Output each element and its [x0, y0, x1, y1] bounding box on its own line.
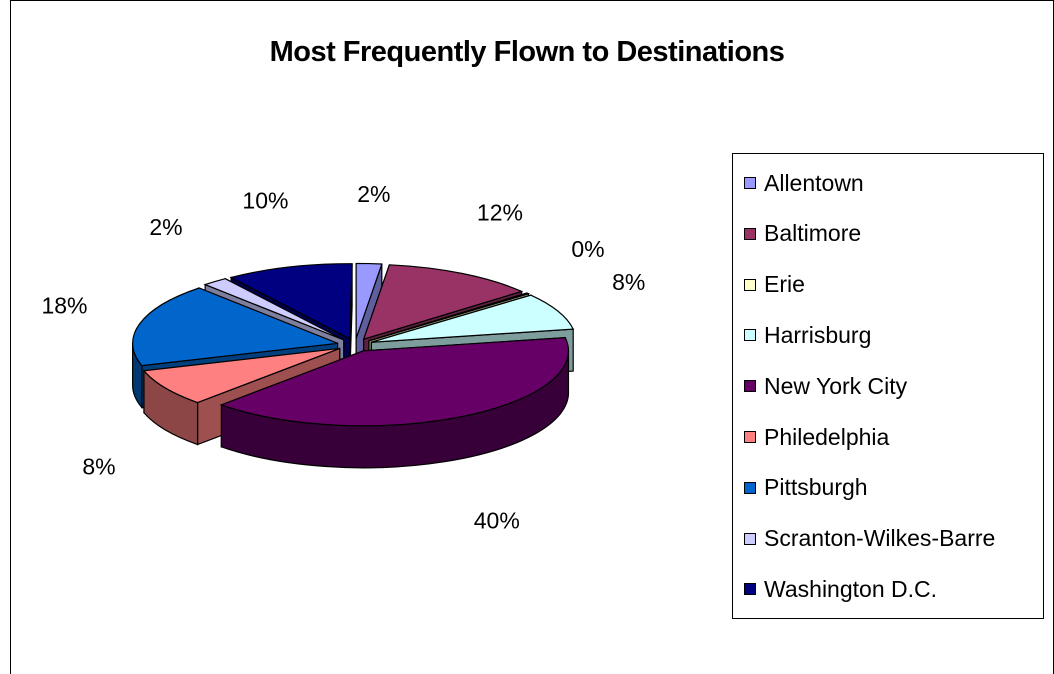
slice-erie [368, 292, 531, 342]
legend-swatch [744, 329, 756, 342]
legend-swatch [744, 481, 756, 494]
slice-harrisburg [371, 294, 575, 343]
slice-philedelphia [142, 347, 340, 404]
slice-scranton-wilkes-barre [203, 278, 344, 341]
chart-title: Most Frequently Flown to Destinations [269, 36, 785, 68]
pie-tops [132, 262, 575, 427]
legend-swatch [744, 583, 756, 596]
legend-label: Philedelphia [764, 423, 890, 450]
chart-legend: Allentown Baltimore Erie Harrisburg New York… [732, 153, 1044, 619]
data-label-harrisburg: 8% [612, 269, 645, 295]
slice-washington-d-c [229, 263, 353, 340]
legend-item-philedelphia: Philedelphia [744, 422, 889, 452]
legend-swatch [744, 431, 756, 443]
legend-swatch [744, 278, 756, 291]
legend-label: Baltimore [764, 220, 862, 247]
slice-baltimore [362, 264, 524, 341]
legend-item-erie: Erie [744, 270, 805, 300]
legend-label: New York City [764, 372, 908, 399]
legend-item-scranton-wilkes-barre: Scranton-Wilkes-Barre [744, 524, 995, 554]
legend-item-pittsburgh: Pittsburgh [744, 473, 868, 503]
legend-item-washington-d-c: Washington D.C. [744, 574, 937, 604]
legend-item-new-york-city: New York City [744, 371, 907, 401]
legend-swatch [744, 177, 756, 189]
data-label-pittsburgh: 18% [41, 293, 87, 319]
slice-pittsburgh [132, 287, 338, 367]
data-label-allentown: 2% [357, 181, 390, 207]
legend-item-baltimore: Baltimore [744, 219, 861, 249]
data-label-washington-d-c: 10% [242, 188, 288, 214]
legend-label: Pittsburgh [764, 474, 868, 501]
data-label-new-york-city: 40% [474, 507, 520, 533]
legend-label: Allentown [764, 169, 864, 196]
legend-label: Washington D.C. [764, 575, 937, 602]
legend-item-harrisburg: Harrisburg [744, 320, 871, 350]
slice-new-york-city [219, 337, 570, 427]
legend-label: Erie [764, 271, 805, 298]
legend-item-allentown: Allentown [744, 168, 864, 198]
data-label-erie: 0% [571, 236, 604, 262]
legend-label: Harrisburg [764, 321, 872, 348]
data-label-scranton-wilkes-barre: 2% [149, 214, 182, 240]
legend-swatch [744, 380, 756, 393]
slice-allentown [355, 262, 383, 339]
legend-label: Scranton-Wilkes-Barre [764, 525, 996, 552]
legend-swatch [744, 227, 756, 240]
data-label-baltimore: 12% [477, 199, 523, 225]
legend-swatch [744, 532, 756, 545]
pie-labels: 2% 12% 0% 8% 40% 8% 18% 2% 10% [41, 181, 645, 534]
data-label-philedelphia: 8% [82, 454, 115, 480]
